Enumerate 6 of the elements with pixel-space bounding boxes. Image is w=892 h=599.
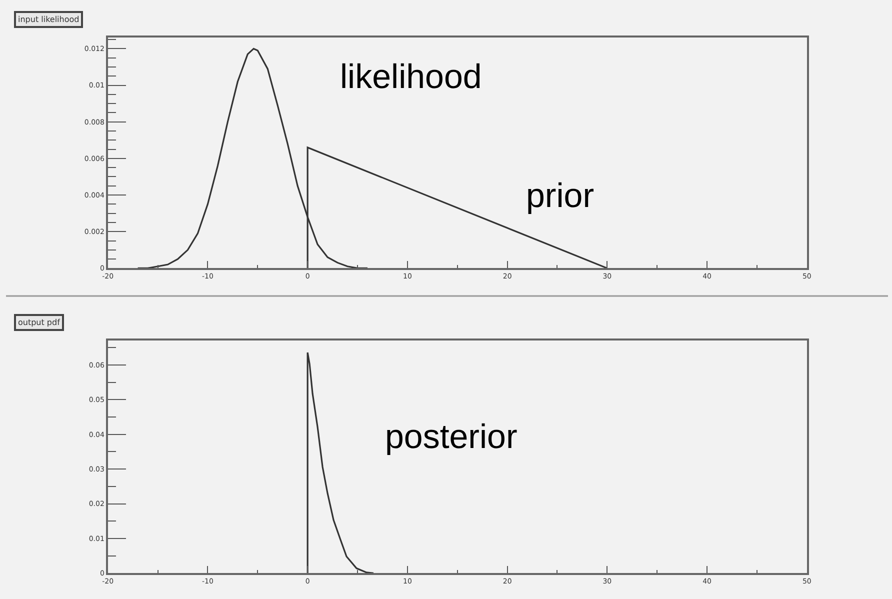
line-series [306,352,374,574]
chart-title: input likelihood [18,15,80,24]
annotation: prior [526,177,594,215]
text: output pdf [18,318,60,327]
annotation: posterior [385,418,518,456]
annotation: likelihood [340,58,482,96]
